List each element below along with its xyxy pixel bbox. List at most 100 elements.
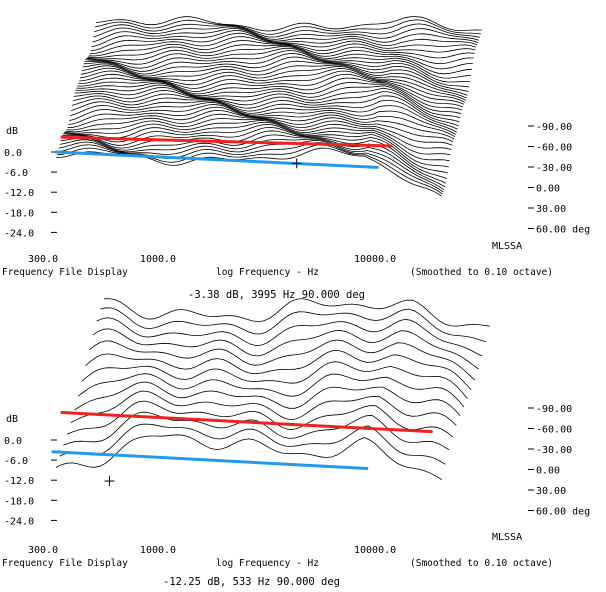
- angle-tick-label: -30.00: [536, 163, 572, 174]
- angle-axis: -90.00 -60.00 -30.00 0.00 30.00 60.00 deg: [528, 404, 590, 518]
- angle-tick-label: -60.00: [536, 425, 572, 436]
- waterfall-slice: [93, 26, 480, 41]
- waterfall-slice: [56, 144, 443, 195]
- y-tick-label: -18.0: [4, 496, 34, 507]
- waterfall-slice: [100, 307, 487, 343]
- waterfall-slice: [79, 68, 466, 101]
- y-tick-label: -24.0: [4, 516, 34, 527]
- waterfall-slice: [70, 390, 457, 426]
- footer-center-label: log Frequency - Hz: [216, 267, 319, 278]
- footer: Frequency File Display log Frequency - Hz…: [2, 267, 553, 301]
- footer-left-label: Frequency File Display: [2, 267, 128, 278]
- x-tick-label: 10000.0: [354, 545, 396, 556]
- waterfall-slice: [55, 434, 442, 480]
- annotation-line: [51, 450, 369, 470]
- waterfall-slice: [92, 328, 479, 370]
- angle-tick-label: 60.00 deg: [536, 507, 590, 518]
- brand-label: MLSSA: [492, 532, 522, 543]
- waterfall-slice: [77, 373, 465, 408]
- y-tick-label: -6.0: [4, 456, 28, 467]
- waterfall-slice: [91, 30, 478, 48]
- waterfall-slice: [85, 350, 472, 391]
- cursor-readout: -3.38 dB, 3995 Hz 90.000 deg: [188, 289, 365, 301]
- waterfall-slice: [78, 73, 465, 105]
- waterfall-slice: [77, 77, 464, 108]
- annotation-line: [60, 135, 393, 148]
- waterfall-slice: [67, 109, 454, 143]
- y-axis-unit-label: dB: [6, 414, 18, 425]
- angle-tick-label: 0.00: [536, 466, 560, 477]
- y-tick-label: -12.0: [4, 188, 34, 199]
- waterfall-slice: [88, 339, 476, 381]
- waterfall-slice: [89, 36, 476, 55]
- y-tick-label: -24.0: [4, 228, 34, 239]
- cursor-crosshair: [104, 476, 115, 487]
- waterfall-slice: [59, 423, 446, 465]
- waterfall-slice: [87, 45, 473, 70]
- annotation-lines: [51, 411, 433, 470]
- waterfall-slice: [84, 53, 471, 83]
- waterfall-slice: [90, 32, 477, 52]
- waterfall-slice: [81, 64, 468, 96]
- waterfall-slice: [73, 90, 460, 123]
- footer-right-label: (Smoothed to 0.10 octave): [410, 267, 553, 278]
- x-axis: 300.0 1000.0 10000.0: [28, 545, 396, 556]
- angle-tick-label: 30.00: [536, 486, 566, 497]
- waterfall-slice: [103, 298, 490, 327]
- x-tick-label: 1000.0: [140, 254, 176, 265]
- y-tick-label: 0.0: [4, 436, 22, 447]
- waterfall-slice: [69, 104, 456, 138]
- bottom-waterfall-panel: dB 0.0 -6.0 -12.0 -18.0 -24.0 300.0 1000.0 10000…: [2, 298, 590, 588]
- waterfall-slice: [59, 138, 446, 188]
- waterfall-slice: [87, 44, 474, 65]
- angle-tick-label: -30.00: [536, 445, 572, 456]
- footer-left-label: Frequency File Display: [2, 558, 128, 569]
- angle-tick-label: -90.00: [536, 404, 572, 415]
- waterfall-slice: [83, 56, 470, 88]
- waterfall-slice: [95, 19, 481, 35]
- x-tick-label: 10000.0: [354, 254, 396, 265]
- x-tick-label: 1000.0: [140, 545, 176, 556]
- waterfall-slice: [72, 93, 459, 127]
- waterfall-slices: [55, 298, 490, 530]
- waterfall-slice: [76, 81, 463, 111]
- waterfall-slice: [61, 130, 448, 179]
- footer-center-label: log Frequency - Hz: [216, 558, 319, 569]
- waterfall-slice: [95, 16, 482, 32]
- y-axis-unit-label: dB: [6, 126, 18, 137]
- top-waterfall-panel: dB 0.0 -6.0 -12.0 -18.0 -24.0 300.0 1000.0 10000…: [2, 16, 590, 301]
- x-axis: 300.0 1000.0 10000.0: [28, 254, 396, 265]
- waterfall-slice: [62, 126, 448, 174]
- waterfall-slice: [64, 120, 451, 156]
- waterfall-slice: [74, 86, 461, 119]
- waterfall-slice: [70, 100, 457, 133]
- waterfall-slice: [81, 361, 468, 399]
- waterfall-slice: [65, 118, 452, 150]
- y-axis: dB 0.0 -6.0 -12.0 -18.0 -24.0: [4, 414, 57, 527]
- angle-axis: -90.00 -60.00 -30.00 0.00 30.00 60.00 deg: [528, 122, 590, 236]
- waterfall-slice: [80, 66, 467, 99]
- angle-tick-label: 60.00 deg: [536, 225, 590, 236]
- waterfall-slice: [68, 106, 455, 140]
- waterfall-slice: [75, 84, 462, 115]
- waterfall-slice: [57, 142, 444, 193]
- annotation-line: [54, 150, 379, 169]
- waterfall-slice: [70, 102, 457, 135]
- angle-tick-label: 0.00: [536, 184, 560, 195]
- footer-right-label: (Smoothed to 0.10 octave): [410, 558, 553, 569]
- waterfall-slice: [74, 381, 461, 416]
- y-tick-label: -12.0: [4, 476, 34, 487]
- brand-label: MLSSA: [492, 241, 522, 252]
- waterfall-slice: [96, 317, 483, 357]
- waterfall-slice: [88, 39, 475, 59]
- cursor-crosshair: [291, 158, 302, 169]
- waterfall-slice: [92, 27, 479, 43]
- y-axis: dB 0.0 -6.0 -12.0 -18.0 -24.0: [4, 126, 57, 239]
- waterfall-slice: [86, 47, 472, 75]
- x-tick-label: 300.0: [28, 545, 58, 556]
- waterfall-slice: [71, 97, 458, 130]
- waterfall-slice: [58, 140, 445, 191]
- angle-tick-label: 30.00: [536, 204, 566, 215]
- waterfall-slice: [79, 70, 465, 103]
